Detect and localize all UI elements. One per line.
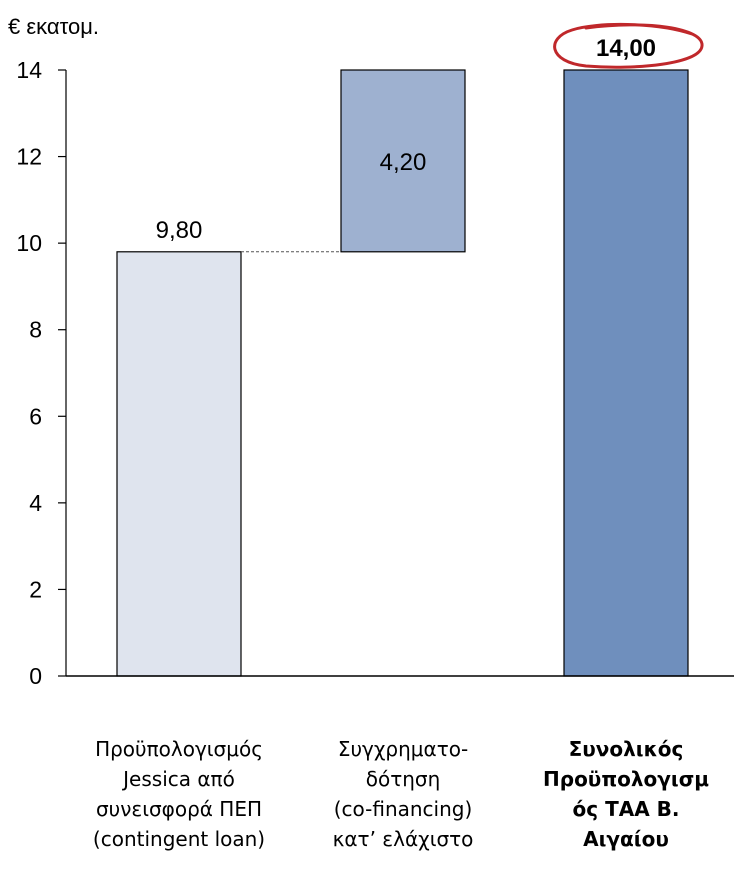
category-label-1-line-3: συνεισφορά ΠΕΠ [95, 797, 263, 821]
category-label-3-line-3: ός ΤΑΑ Β. [572, 797, 680, 821]
y-tick-label-0: 0 [29, 663, 42, 689]
category-label-1: Προϋπολογισμός Jessica από συνεισφορά ΠΕ… [74, 734, 284, 854]
category-label-1-line-2: Jessica από [123, 767, 235, 791]
category-label-1-line-1: Προϋπολογισμός [95, 737, 263, 761]
value-label-1: 9,80 [156, 217, 203, 244]
category-label-2-line-3: (co-financing) [333, 797, 473, 821]
value-label-3: 14,00 [596, 35, 656, 62]
category-label-2-line-1: Συγχρηματο- [337, 737, 469, 761]
y-tick-label-7: 14 [16, 57, 42, 83]
bar-3 [563, 69, 689, 677]
y-tick-label-6: 12 [16, 144, 42, 170]
bar-1 [116, 251, 242, 677]
category-label-2-line-4: κατ’ ελάχιστο [332, 827, 474, 851]
y-axis-unit-label: € εκατομ. [8, 14, 100, 39]
category-label-2-line-2: δότηση [365, 767, 441, 791]
category-label-3-line-4: Αιγαίου [583, 827, 669, 851]
category-label-3-line-2: Προϋπολογισμ [543, 767, 709, 791]
y-tick-label-5: 10 [16, 230, 42, 256]
bar-2 [340, 69, 466, 253]
y-tick-label-3: 6 [29, 403, 42, 429]
category-label-2: Συγχρηματο- δότηση (co-financing) κατ’ ε… [298, 734, 508, 854]
y-tick-label-2: 4 [29, 490, 42, 516]
category-label-1-line-4: (contingent loan) [92, 827, 266, 851]
y-tick-label-1: 2 [29, 576, 42, 602]
y-tick-label-4: 8 [29, 317, 42, 343]
value-label-2: 4,20 [380, 149, 427, 176]
category-label-3: Συνολικός Προϋπολογισμ ός ΤΑΑ Β. Αιγαίου [521, 734, 731, 854]
category-label-3-line-1: Συνολικός [568, 737, 684, 761]
highlight-ellipse [553, 22, 704, 69]
